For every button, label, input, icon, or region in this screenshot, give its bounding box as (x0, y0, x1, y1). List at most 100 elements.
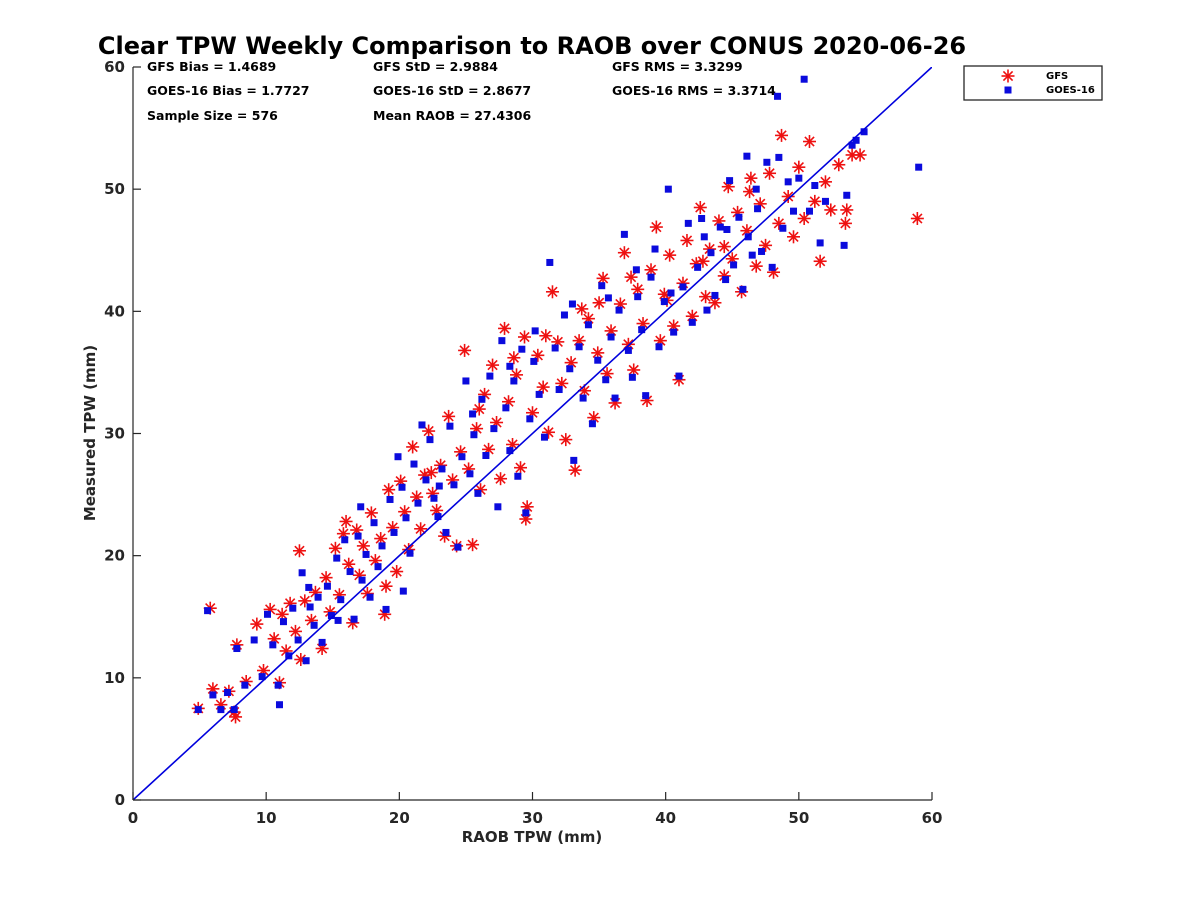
goes16-point (204, 607, 212, 615)
gfs-point (743, 185, 757, 199)
asterisk-stroke (597, 273, 609, 284)
goes16-point (386, 495, 394, 503)
goes16-point (294, 636, 302, 644)
asterisk-stroke (519, 331, 530, 343)
x-axis-label: RAOB TPW (mm) (462, 828, 603, 846)
legend-goes16-square (1004, 86, 1012, 94)
goes16-point (579, 394, 587, 402)
goes16-point (510, 377, 518, 385)
asterisk-stroke (399, 506, 410, 517)
asterisk-stroke (700, 291, 711, 302)
gfs-point (414, 522, 428, 536)
gfs-point (424, 466, 438, 480)
y-tick-label: 40 (104, 302, 125, 320)
asterisk-stroke (320, 572, 332, 583)
x-tick-label: 30 (522, 809, 543, 827)
asterisk-stroke (474, 403, 485, 415)
asterisk-stroke (508, 352, 520, 363)
goes16-point (722, 276, 730, 284)
x-axis-ticks: 0 10 20 30 40 50 60 (128, 792, 943, 827)
goes16-point (454, 543, 462, 551)
asterisk-stroke (495, 473, 506, 484)
gfs-point (498, 321, 512, 335)
gfs-point (575, 302, 589, 316)
asterisk-stroke (854, 149, 866, 161)
goes16-point (224, 688, 232, 696)
gfs-point (486, 358, 500, 372)
goes16-point (790, 207, 798, 215)
gfs-point (781, 189, 795, 203)
y-axis-label: Measured TPW (mm) (81, 345, 99, 521)
y-tick-label: 50 (104, 180, 125, 198)
series-goes16 (194, 75, 923, 714)
series-gfs (191, 128, 924, 724)
goes16-point (469, 410, 477, 418)
asterisk-stroke (455, 446, 466, 457)
asterisk-stroke (783, 191, 794, 202)
asterisk-stroke (560, 434, 571, 445)
goes16-point (402, 514, 410, 522)
gfs-point (390, 565, 404, 579)
gfs-point (840, 203, 854, 217)
goes16-point (426, 436, 434, 444)
asterisk-stroke (499, 323, 510, 334)
goes16-point (302, 657, 310, 665)
stat-goes-std: GOES-16 StD = 2.8677 (373, 83, 531, 98)
goes16-point (628, 373, 636, 381)
goes16-point (821, 197, 829, 205)
asterisk-stroke (619, 247, 630, 258)
asterisk-stroke (276, 609, 288, 620)
stat-mean-raob: Mean RAOB = 27.4306 (373, 108, 531, 123)
goes16-point (498, 337, 506, 345)
goes16-point (748, 251, 756, 259)
y-tick-label: 60 (104, 58, 125, 76)
goes16-point (258, 673, 266, 681)
asterisk-stroke (251, 618, 263, 630)
asterisk-stroke (443, 411, 454, 422)
asterisk-stroke (407, 441, 418, 453)
x-tick-label: 60 (922, 809, 943, 827)
goes16-point (333, 554, 341, 562)
gfs-point (853, 148, 867, 162)
asterisk-stroke (295, 654, 306, 665)
asterisk-stroke (330, 543, 341, 554)
goes16-point (575, 343, 583, 351)
goes16-point (774, 92, 782, 100)
asterisk-stroke (370, 555, 381, 566)
gfs-point (288, 624, 302, 638)
goes16-point (730, 261, 738, 269)
goes16-point (430, 494, 438, 502)
asterisk-stroke (435, 460, 446, 471)
goes16-point (494, 503, 502, 511)
gfs-point (539, 329, 553, 343)
goes16-point (442, 528, 450, 536)
goes16-point (279, 618, 287, 626)
gfs-point (545, 285, 559, 299)
asterisk-stroke (764, 168, 775, 179)
asterisk-stroke (814, 256, 826, 267)
gfs-point (382, 483, 396, 497)
goes16-point (354, 532, 362, 540)
asterisk-stroke (709, 297, 721, 308)
gfs-point (680, 233, 694, 247)
goes16-point (607, 333, 615, 341)
asterisk-stroke (537, 381, 549, 393)
gfs-point (808, 194, 822, 208)
gfs-point (494, 472, 508, 486)
asterisk-stroke (338, 528, 349, 539)
asterisk-stroke (719, 241, 730, 252)
goes16-point (241, 681, 249, 689)
goes16-point (620, 230, 628, 238)
gfs-point (624, 270, 638, 284)
goes16-point (370, 519, 378, 527)
goes16-point (434, 513, 442, 521)
gfs-point (749, 259, 763, 273)
goes16-point (366, 593, 374, 601)
goes16-point (915, 163, 923, 171)
goes16-point (642, 392, 650, 400)
goes16-point (684, 219, 692, 227)
goes16-point (670, 328, 678, 336)
goes16-point (233, 645, 241, 653)
asterisk-stroke (459, 345, 470, 356)
goes16-point (566, 365, 574, 373)
